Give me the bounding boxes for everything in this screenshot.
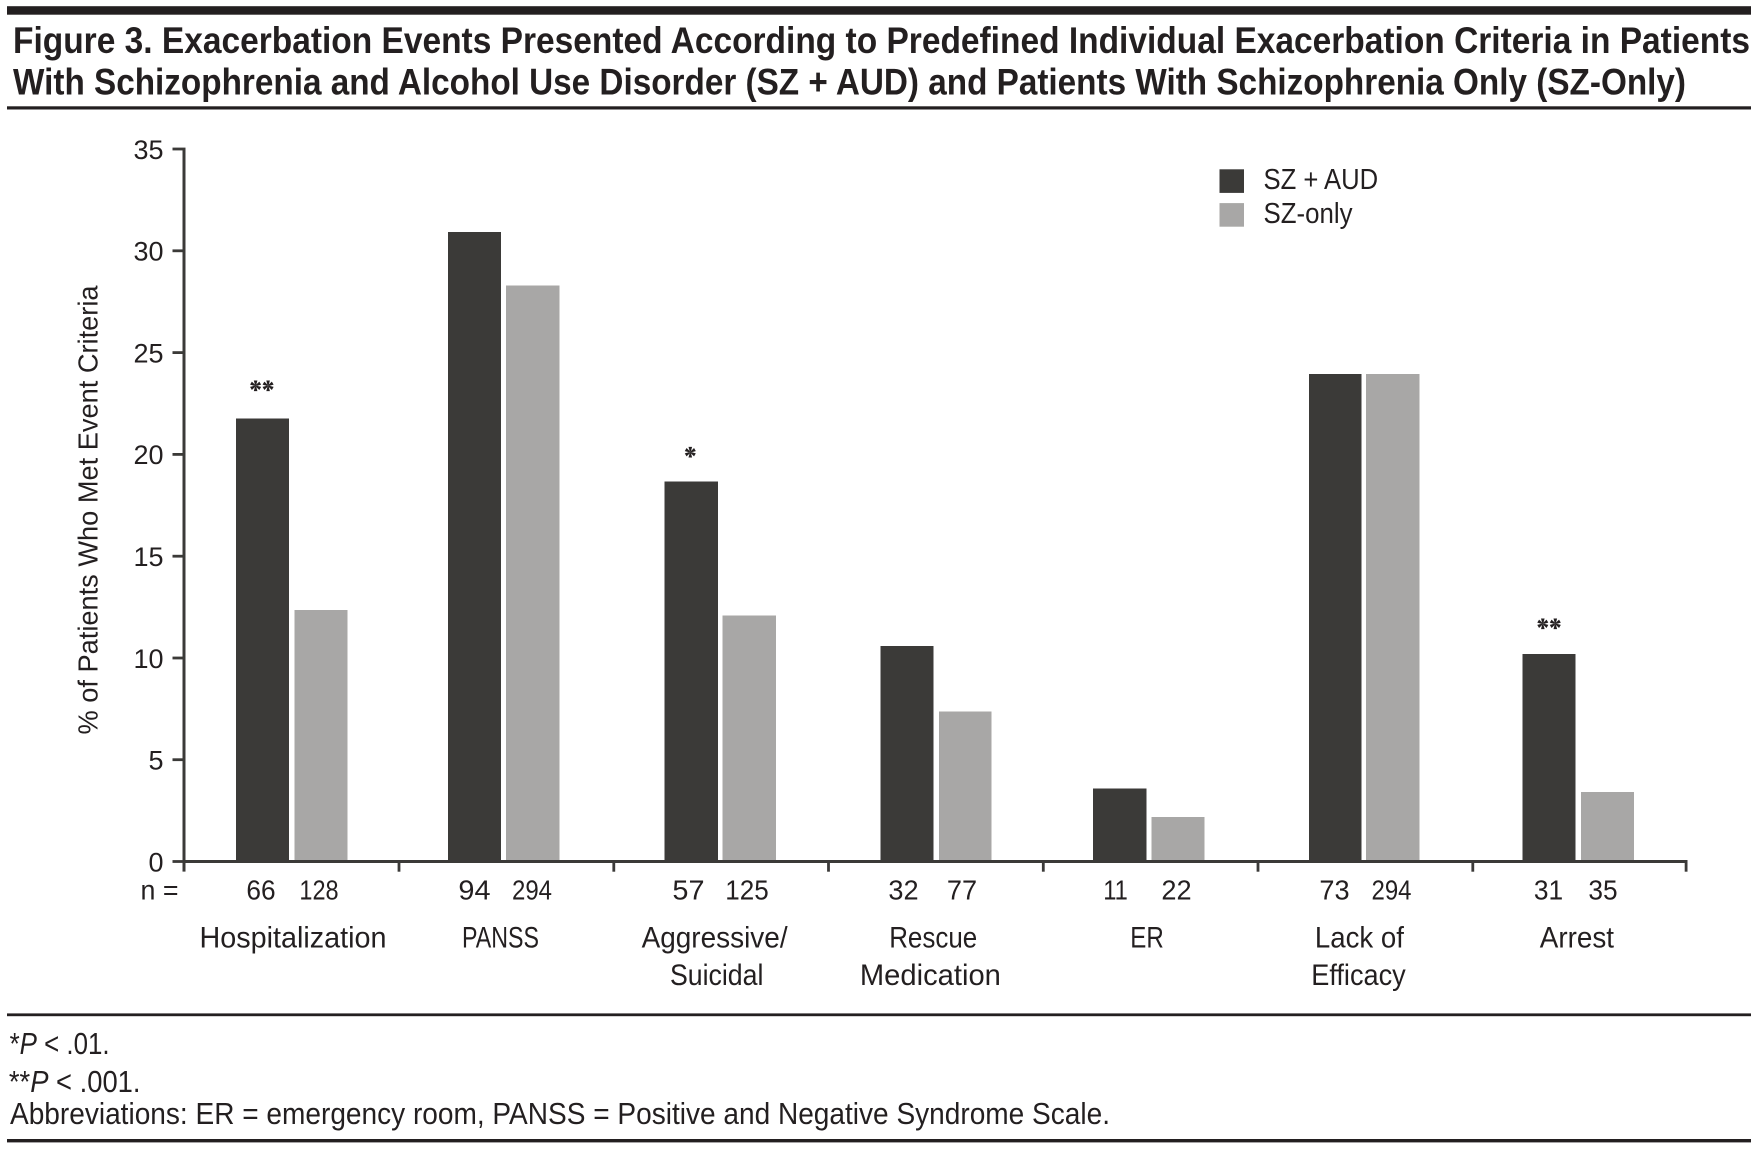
svg-text:Arrest: Arrest xyxy=(1540,922,1615,955)
svg-text:*P < .01.: *P < .01. xyxy=(10,1027,110,1061)
svg-text:With Schizophrenia and Alcohol: With Schizophrenia and Alcohol Use Disor… xyxy=(13,62,1686,103)
svg-text:n =: n = xyxy=(141,875,179,906)
svg-text:Abbreviations: ER = emergency: Abbreviations: ER = emergency room, PANS… xyxy=(10,1097,1110,1131)
svg-text:SZ + AUD: SZ + AUD xyxy=(1264,164,1379,196)
svg-text:30: 30 xyxy=(133,237,163,267)
svg-text:128: 128 xyxy=(299,875,338,906)
svg-text:Aggressive/: Aggressive/ xyxy=(642,922,789,955)
svg-text:Hospitalization: Hospitalization xyxy=(200,922,387,955)
svg-text:Suicidal: Suicidal xyxy=(670,959,764,992)
svg-text:66: 66 xyxy=(246,875,275,906)
svg-text:Lack of: Lack of xyxy=(1315,922,1405,955)
svg-text:94: 94 xyxy=(458,875,490,906)
svg-text:294: 294 xyxy=(512,875,552,906)
svg-text:**P < .001.: **P < .001. xyxy=(9,1065,141,1099)
svg-text:PANSS: PANSS xyxy=(462,922,539,955)
svg-text:125: 125 xyxy=(725,875,768,906)
svg-text:SZ-only: SZ-only xyxy=(1264,198,1353,230)
svg-text:ER: ER xyxy=(1130,922,1164,955)
svg-text:15: 15 xyxy=(133,542,163,572)
svg-text:22: 22 xyxy=(1161,875,1191,906)
svg-text:5: 5 xyxy=(148,746,163,776)
svg-text:11: 11 xyxy=(1103,875,1128,906)
svg-text:25: 25 xyxy=(133,338,163,368)
svg-text:77: 77 xyxy=(947,875,977,906)
svg-text:73: 73 xyxy=(1319,875,1349,906)
svg-text:0: 0 xyxy=(148,847,163,877)
svg-text:20: 20 xyxy=(133,440,163,470)
svg-text:Efficacy: Efficacy xyxy=(1311,959,1406,992)
svg-text:Medication: Medication xyxy=(860,959,1001,992)
svg-text:Rescue: Rescue xyxy=(889,922,977,955)
svg-text:Figure 3. Exacerbation Events: Figure 3. Exacerbation Events Presented … xyxy=(13,20,1750,61)
svg-text:35: 35 xyxy=(133,135,163,165)
svg-text:294: 294 xyxy=(1372,875,1412,906)
svg-text:31: 31 xyxy=(1534,875,1563,906)
svg-text:10: 10 xyxy=(133,644,163,674)
svg-text:32: 32 xyxy=(888,875,918,906)
svg-text:% of Patients Who Met Event Cr: % of Patients Who Met Event Criteria xyxy=(73,285,104,735)
svg-text:57: 57 xyxy=(672,875,704,906)
svg-text:35: 35 xyxy=(1588,875,1617,906)
